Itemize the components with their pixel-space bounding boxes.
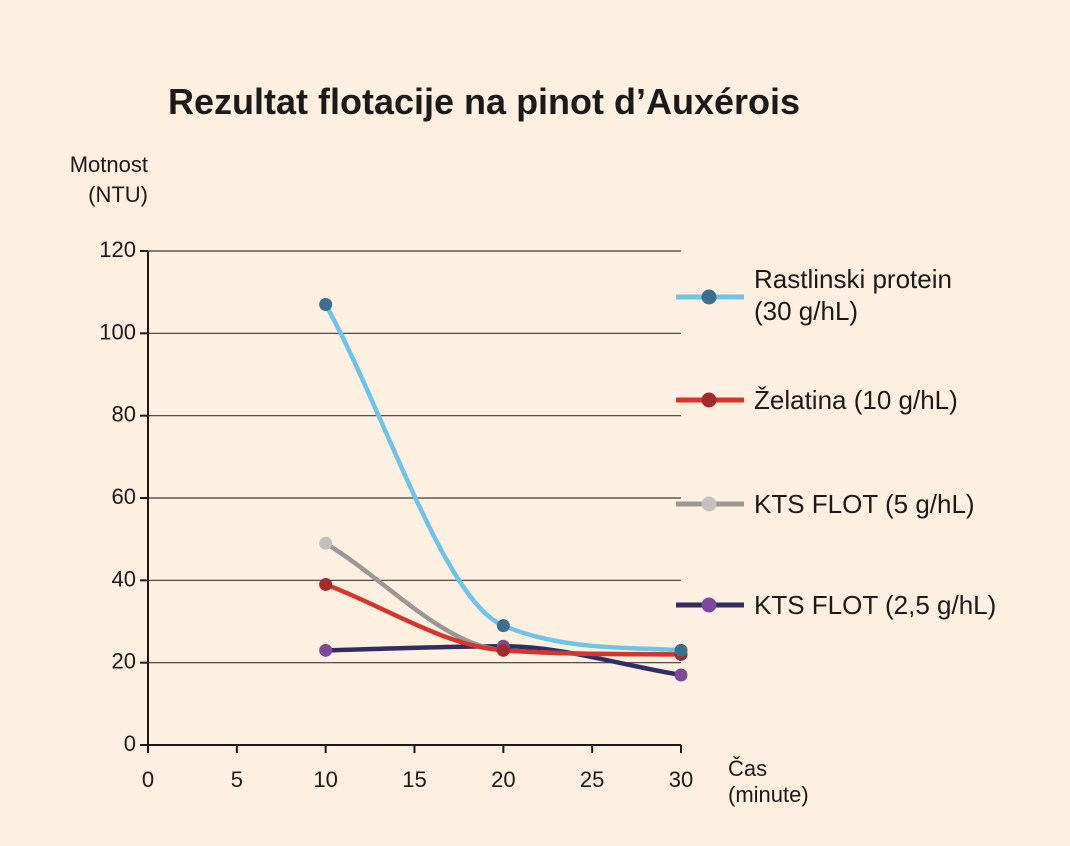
- data-point: [674, 668, 688, 682]
- x-tick-label: 20: [491, 767, 515, 792]
- x-tick-label: 15: [402, 767, 426, 792]
- grid-lines: [140, 250, 681, 664]
- y-tick-label: 40: [112, 566, 136, 591]
- y-tick-label: 80: [112, 402, 136, 427]
- y-axis-label-line1: Motnost: [70, 152, 148, 177]
- legend-label: Rastlinski protein: [754, 264, 952, 294]
- data-point: [319, 643, 333, 657]
- data-point: [319, 536, 333, 550]
- x-axis-label-line2: (minute): [728, 782, 809, 807]
- data-point: [496, 643, 510, 657]
- legend-label-line2: (30 g/hL): [754, 296, 858, 326]
- data-point: [319, 577, 333, 591]
- series-line: [323, 541, 684, 657]
- x-tick-label: 30: [669, 767, 693, 792]
- legend-swatch-marker: [701, 597, 717, 613]
- legend-label: KTS FLOT (2,5 g/hL): [754, 590, 996, 620]
- y-tick-label: 120: [99, 237, 136, 262]
- y-tick-label: 100: [99, 319, 136, 344]
- x-tick-label: 25: [580, 767, 604, 792]
- tick-labels: 0 20 40 60 80 100 120 0 5 10 15 20 25 30: [99, 237, 693, 792]
- x-tick-label: 0: [142, 767, 154, 792]
- x-tick-label: 5: [231, 767, 243, 792]
- chart-title: Rezultat flotacije na pinot d’Auxérois: [168, 81, 800, 122]
- legend-label: KTS FLOT (5 g/hL): [754, 489, 975, 519]
- y-tick-label: 20: [112, 649, 136, 674]
- legend-swatch-marker: [701, 289, 717, 305]
- y-tick-label: 0: [124, 731, 136, 756]
- y-axis-label-line2: (NTU): [88, 182, 148, 207]
- x-axis-label-line1: Čas: [728, 756, 767, 781]
- data-series: [319, 298, 688, 682]
- legend-swatch-marker: [701, 392, 717, 408]
- data-point: [496, 619, 510, 633]
- axes: [140, 250, 682, 753]
- series-line: [323, 302, 684, 653]
- data-point: [319, 298, 333, 312]
- data-point: [674, 643, 688, 657]
- legend-label: Želatina (10 g/hL): [754, 385, 958, 415]
- legend: Rastlinski protein(30 g/hL) Želatina (10 …: [676, 264, 996, 620]
- y-tick-label: 60: [112, 484, 136, 509]
- x-tick-label: 10: [313, 767, 337, 792]
- legend-swatch-marker: [701, 496, 717, 512]
